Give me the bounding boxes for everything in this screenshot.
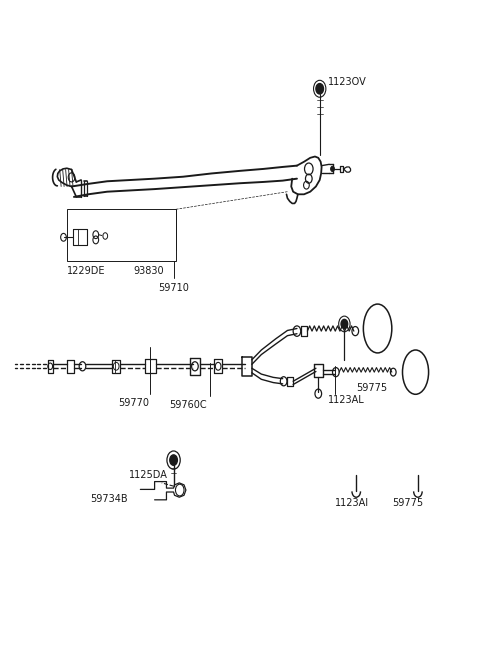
Circle shape — [316, 83, 324, 94]
Text: 1123AL: 1123AL — [328, 395, 364, 405]
Circle shape — [170, 455, 178, 465]
Text: 1123AI: 1123AI — [335, 498, 369, 508]
Bar — [67, 210, 176, 261]
Text: 59775: 59775 — [356, 384, 387, 394]
Circle shape — [331, 166, 335, 171]
Text: 59775: 59775 — [392, 498, 423, 508]
Text: 1229DE: 1229DE — [67, 266, 105, 276]
Text: 93830: 93830 — [133, 266, 164, 276]
Circle shape — [341, 319, 348, 328]
Text: 1125DA: 1125DA — [129, 470, 168, 480]
Text: 59734B: 59734B — [91, 494, 128, 504]
Text: 59760C: 59760C — [169, 400, 206, 411]
Text: 59770: 59770 — [118, 398, 149, 409]
Text: 59710: 59710 — [158, 283, 189, 293]
Text: 1123OV: 1123OV — [328, 78, 367, 87]
